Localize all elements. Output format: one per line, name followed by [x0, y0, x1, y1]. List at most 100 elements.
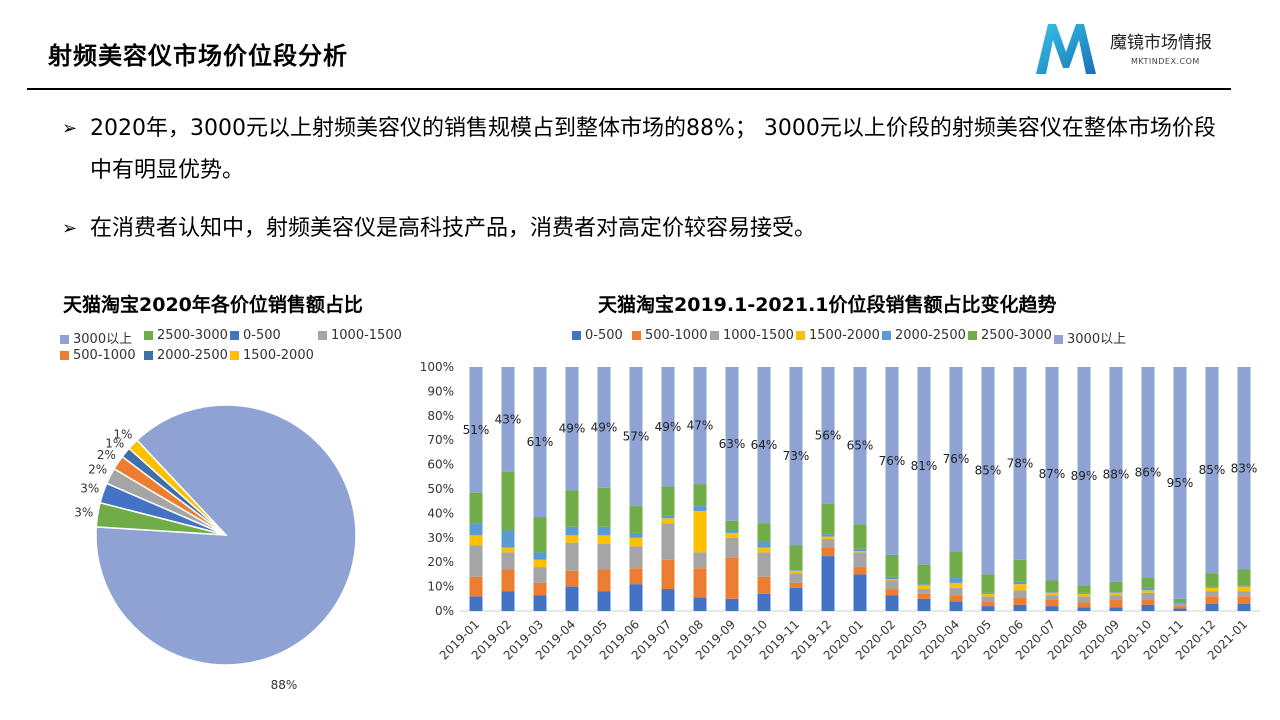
- bar-segment-0-500: [533, 595, 547, 611]
- pie-legend-item-0-500: 0-500: [230, 328, 281, 343]
- bar-segment-1000-1500: [1237, 591, 1251, 597]
- bar-segment-3000-plus: [853, 367, 867, 525]
- bar-segment-3000-plus: [661, 367, 675, 487]
- legend-swatch: [60, 335, 69, 344]
- bar-segment-1000-1500: [629, 546, 643, 569]
- bar-segment-1000-1500: [693, 552, 707, 569]
- legend-label: 3000以上: [73, 332, 133, 347]
- pie-legend-item-2000-2500: 2000-2500: [144, 348, 228, 363]
- bar-segment-2000-2500: [1173, 602, 1187, 604]
- bar-segment-500-1000: [1109, 600, 1123, 608]
- bar-segment-2500-3000: [693, 484, 707, 507]
- bar-legend-item-1000-1500: 1000-1500: [710, 328, 794, 343]
- bar-segment-0-500: [1141, 604, 1155, 611]
- bar-data-label: 85%: [1199, 463, 1226, 477]
- legend-swatch: [710, 331, 719, 340]
- bar-segment-1000-1500: [661, 523, 675, 560]
- bar-segment-1000-1500: [1109, 595, 1123, 601]
- bar-data-label: 51%: [463, 423, 490, 437]
- bar-segment-0-500: [1109, 607, 1123, 611]
- bar-segment-0-500: [565, 586, 579, 611]
- bar-segment-2500-3000: [1109, 581, 1123, 592]
- legend-swatch: [144, 331, 153, 340]
- bar-data-label: 64%: [751, 438, 778, 452]
- bar-segment-1500-2000: [469, 535, 483, 546]
- bar-segment-0-500: [1013, 604, 1027, 611]
- bar-segment-500-1000: [1205, 596, 1219, 604]
- bar-segment-500-1000: [1173, 606, 1187, 609]
- bar-segment-3000-plus: [1141, 367, 1155, 579]
- bar-segment-1000-1500: [981, 596, 995, 602]
- bar-segment-2000-2500: [1109, 591, 1123, 593]
- y-tick-label: 40%: [427, 506, 454, 520]
- bar-data-label: 49%: [655, 420, 682, 434]
- bar-data-label: 56%: [815, 428, 842, 442]
- y-tick-label: 50%: [427, 482, 454, 496]
- bar-segment-1000-1500: [1013, 590, 1027, 598]
- legend-swatch: [60, 351, 69, 360]
- bar-segment-2000-2500: [1237, 585, 1251, 587]
- legend-label: 2000-2500: [157, 348, 228, 363]
- bar-segment-2500-3000: [501, 471, 515, 531]
- bar-segment-2500-3000: [1013, 559, 1027, 582]
- pie-legend-item-2500-3000: 2500-3000: [144, 328, 228, 343]
- y-tick-label: 30%: [427, 531, 454, 545]
- legend-swatch: [318, 331, 327, 340]
- bar-segment-500-1000: [1077, 602, 1091, 608]
- bar-segment-500-1000: [757, 576, 771, 594]
- bar-segment-2500-3000: [757, 523, 771, 542]
- bar-segment-500-1000: [853, 567, 867, 575]
- bar-data-label: 76%: [943, 452, 970, 466]
- bar-segment-2000-2500: [661, 515, 675, 519]
- bar-segment-0-500: [661, 589, 675, 611]
- bar-segment-1500-2000: [565, 535, 579, 543]
- bar-segment-500-1000: [981, 601, 995, 607]
- bar-segment-2000-2500: [469, 523, 483, 536]
- pie-legend-item-1500-2000: 1500-2000: [230, 348, 314, 363]
- bar-segment-500-1000: [501, 569, 515, 592]
- pie-data-label: 88%: [271, 678, 298, 690]
- bar-segment-500-1000: [1045, 600, 1059, 607]
- bullet-text: 在消费者认知中，射频美容仪是高科技产品，消费者对高定价较容易接受。: [90, 216, 817, 241]
- pie-chart: 88%3%3%2%2%1%1%: [74, 404, 357, 690]
- pie-data-label: 2%: [97, 448, 116, 462]
- bar-segment-0-500: [597, 591, 611, 611]
- bar-legend-item-2500-3000: 2500-3000: [968, 328, 1052, 343]
- legend-label: 1500-2000: [809, 328, 880, 343]
- bar-segment-3000-plus: [597, 367, 611, 488]
- bar-legend-item-2000-2500: 2000-2500: [882, 328, 966, 343]
- bar-segment-1500-2000: [981, 593, 995, 597]
- legend-label: 500-1000: [645, 328, 708, 343]
- pie-data-label: 3%: [80, 481, 99, 495]
- arrow-bullet-icon: ➢: [62, 118, 78, 139]
- bar-segment-2500-3000: [821, 503, 835, 535]
- bar-segment-2000-2500: [533, 552, 547, 560]
- pie-data-label: 1%: [105, 437, 124, 451]
- bar-segment-2500-3000: [629, 506, 643, 533]
- bar-segment-2500-3000: [1141, 578, 1155, 588]
- legend-label: 1500-2000: [243, 348, 314, 363]
- bar-segment-1500-2000: [853, 551, 867, 553]
- bar-segment-2500-3000: [917, 564, 931, 585]
- bar-segment-2500-3000: [597, 487, 611, 527]
- bar-data-label: 95%: [1167, 476, 1194, 490]
- bar-segment-1000-1500: [1173, 603, 1187, 607]
- bar-segment-500-1000: [725, 557, 739, 599]
- bar-segment-500-1000: [597, 569, 611, 592]
- bar-segment-500-1000: [565, 570, 579, 587]
- legend-label: 1000-1500: [331, 328, 402, 343]
- bar-segment-1500-2000: [629, 537, 643, 547]
- bar-segment-1500-2000: [693, 510, 707, 553]
- y-tick-label: 60%: [427, 458, 454, 472]
- bar-segment-3000-plus: [1237, 367, 1251, 570]
- bar-segment-1000-1500: [469, 545, 483, 577]
- bar-segment-3000-plus: [469, 367, 483, 493]
- bar-segment-1000-1500: [1141, 592, 1155, 601]
- bar-segment-0-500: [853, 574, 867, 611]
- bar-legend-item-0-500: 0-500: [572, 328, 623, 343]
- bar-segment-1500-2000: [917, 585, 931, 590]
- bar-segment-500-1000: [629, 568, 643, 585]
- bar-segment-2000-2500: [1045, 591, 1059, 593]
- bar-data-label: 49%: [591, 420, 618, 434]
- pie-data-label: 2%: [88, 463, 107, 477]
